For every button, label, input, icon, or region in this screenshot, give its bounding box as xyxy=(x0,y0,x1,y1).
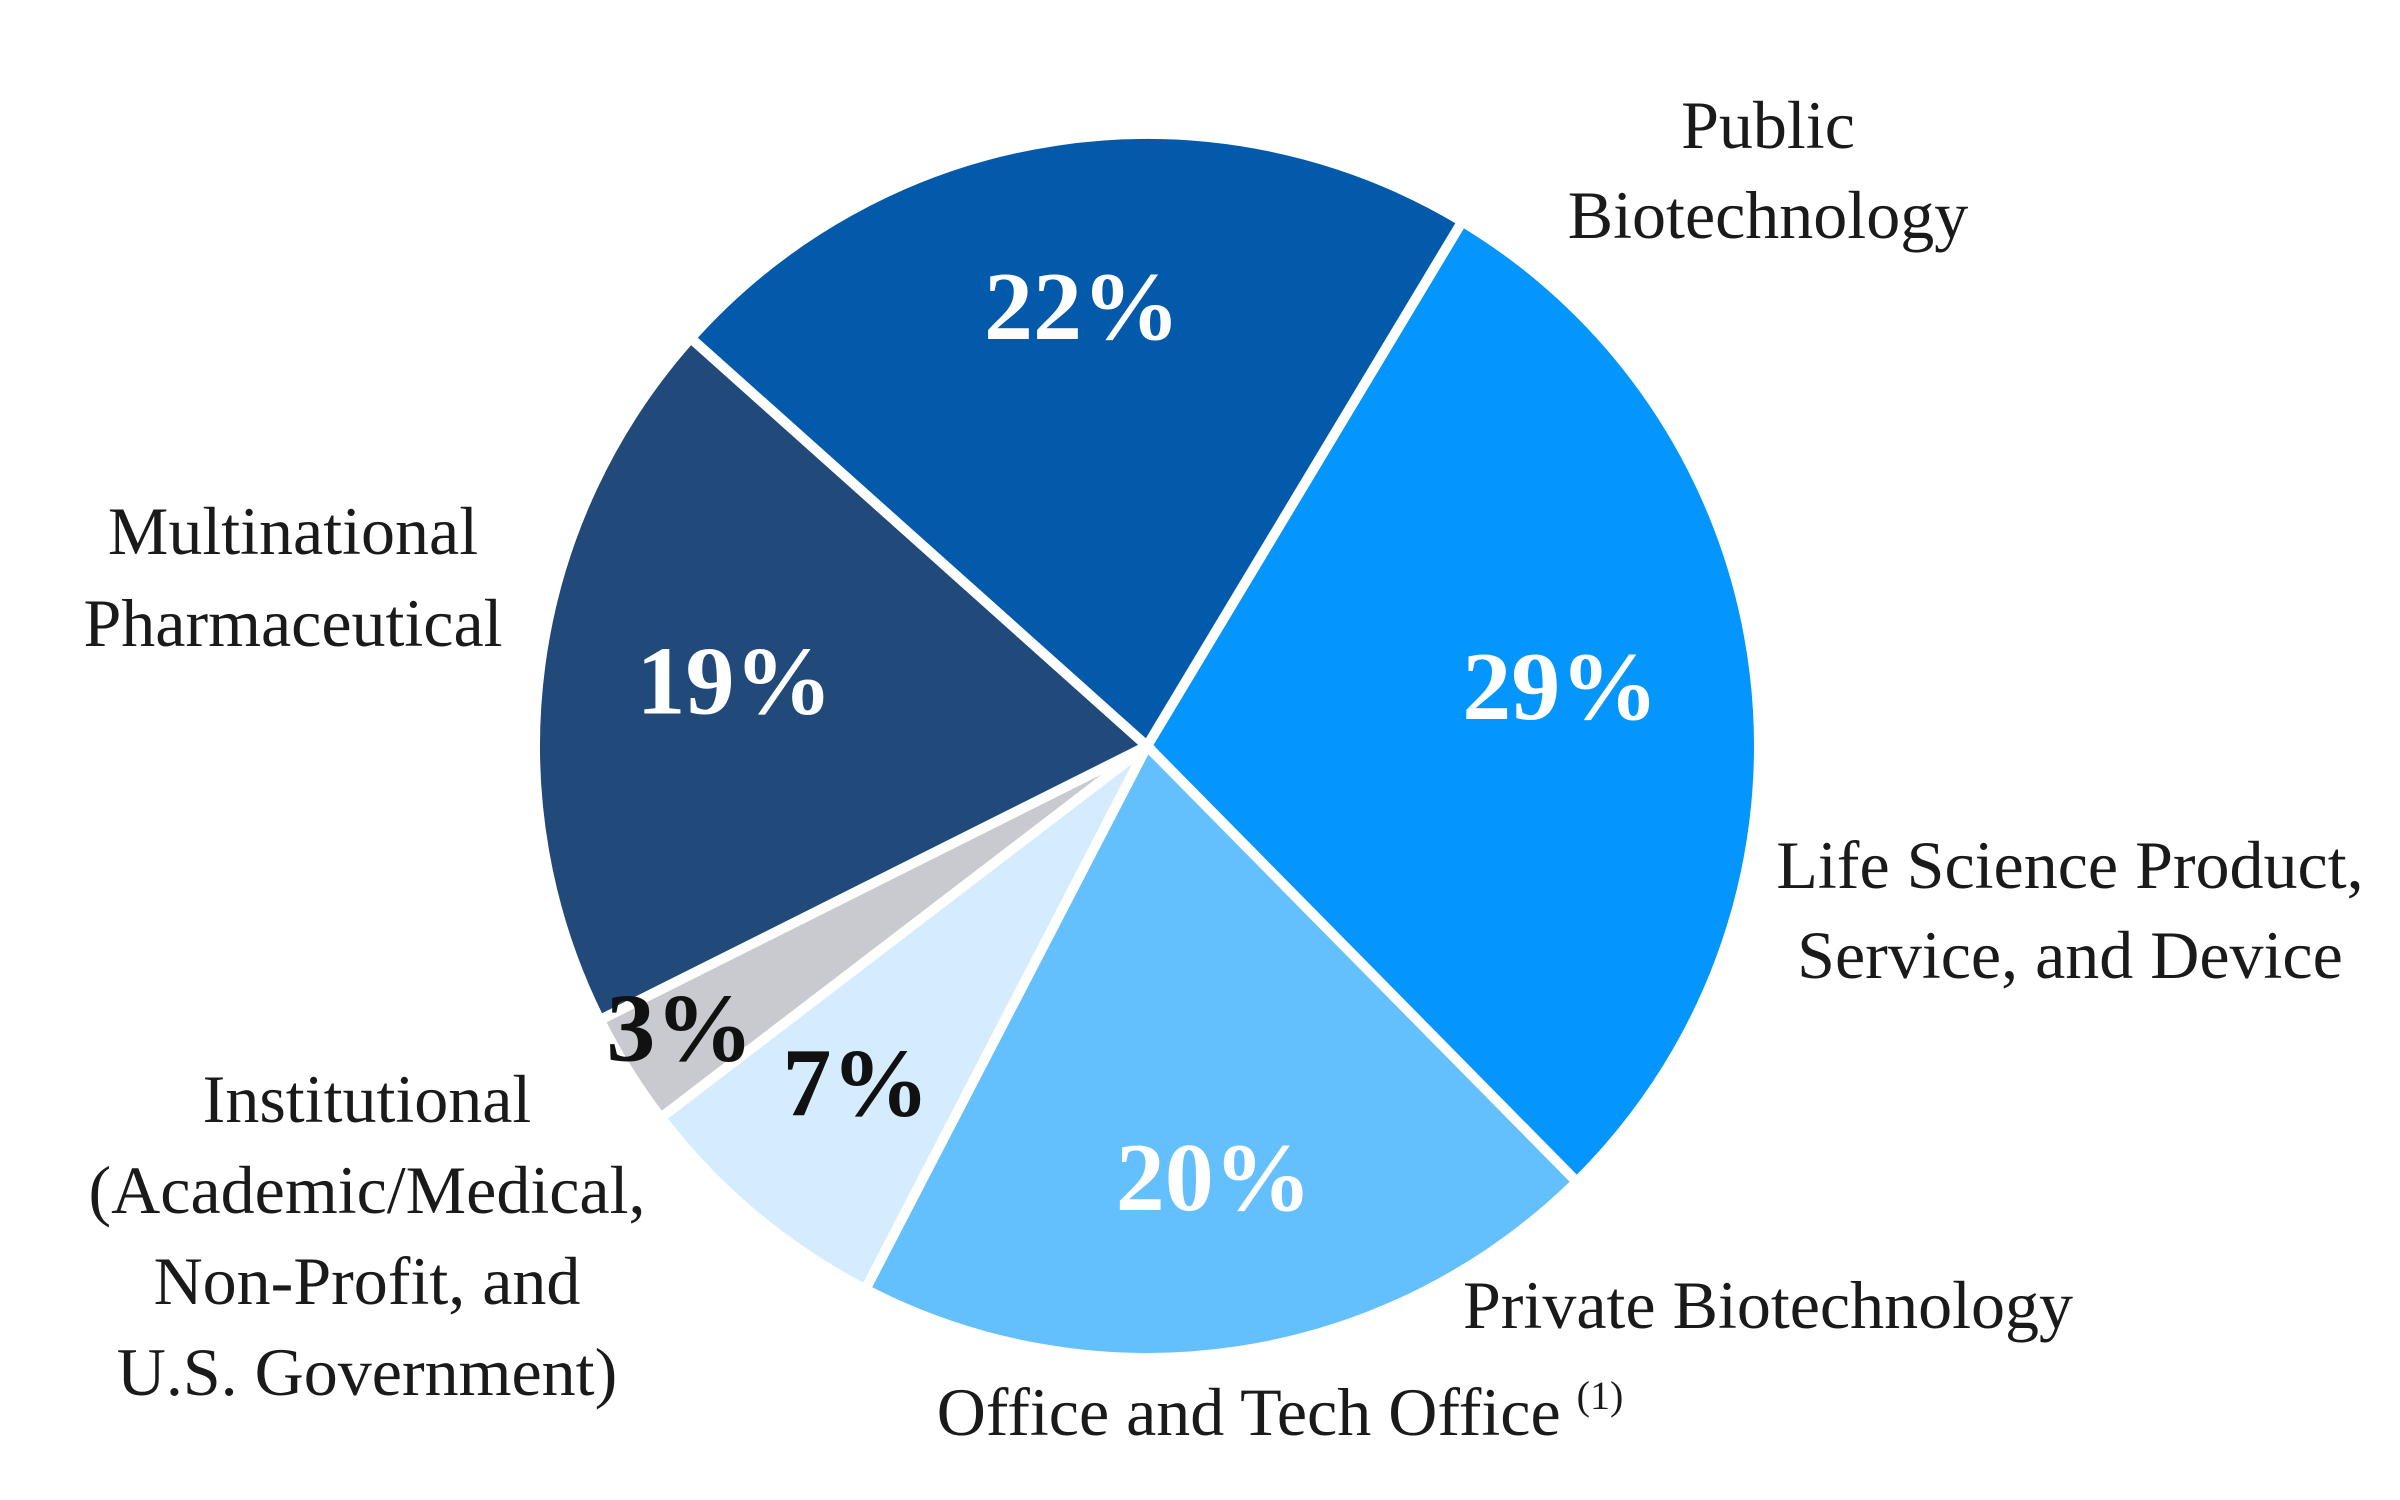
category-label-life-science-product-service-and-device: Life Science Product, Service, and Device xyxy=(1776,827,2363,993)
category-label-line: Office and Tech Office (1) xyxy=(937,1373,1624,1450)
pie-slice-institutional-academic-medical-non-profit-and-u-s-government xyxy=(530,331,1156,1027)
pie-slice-private-biotechnology xyxy=(653,742,1152,1297)
category-label-private-biotechnology: Private Biotechnology xyxy=(1463,1267,2073,1343)
pie-percent-label: 3% xyxy=(606,974,753,1082)
category-label-multinational-pharmaceutical: Multinational Pharmaceutical xyxy=(83,493,502,661)
category-label-line: Public xyxy=(1681,87,1855,163)
category-label-line: Service, and Device xyxy=(1797,917,2343,993)
pie-percent-label: 20% xyxy=(1116,1124,1312,1232)
pie-percent-label: 22% xyxy=(984,253,1180,361)
pie-slice-life-science-product-service-and-device xyxy=(858,737,1584,1363)
category-label-line: Private Biotechnology xyxy=(1463,1267,2073,1343)
pie-percent-label: 19% xyxy=(637,627,833,735)
category-label-line: Multinational xyxy=(108,493,478,569)
pie-slice-public-biotechnology xyxy=(1140,214,1764,1189)
category-label-line: Non-Profit, and xyxy=(154,1243,581,1319)
category-label-line: U.S. Government) xyxy=(117,1334,617,1410)
pie-percent-label: 7% xyxy=(782,1029,929,1137)
footnote-marker: (1) xyxy=(1577,1373,1624,1418)
category-label-office-and-tech-office-1: Office and Tech Office (1) xyxy=(937,1373,1624,1450)
pie-percent-label: 29% xyxy=(1462,633,1658,741)
category-label-institutional-academic-medical-non-profit-and-u-s-government: Institutional (Academic/Medical, Non-Profi… xyxy=(89,1061,646,1410)
category-label-line: Life Science Product, xyxy=(1776,827,2363,903)
pie-percent-labels: 29% 20% 7% 3% 19% 22% xyxy=(606,253,1658,1232)
category-label-line: Institutional xyxy=(203,1061,532,1137)
category-label-line: (Academic/Medical, xyxy=(89,1152,646,1228)
category-label-public-biotechnology: Public Biotechnology xyxy=(1568,87,1968,253)
category-label-line: Biotechnology xyxy=(1568,177,1968,253)
pie-category-labels: Public Biotechnology Life Science Product,… xyxy=(83,87,2363,1450)
pie-slices xyxy=(530,129,1764,1363)
pie-slice-multinational-pharmaceutical xyxy=(683,129,1470,754)
category-label-line: Pharmaceutical xyxy=(83,585,502,661)
